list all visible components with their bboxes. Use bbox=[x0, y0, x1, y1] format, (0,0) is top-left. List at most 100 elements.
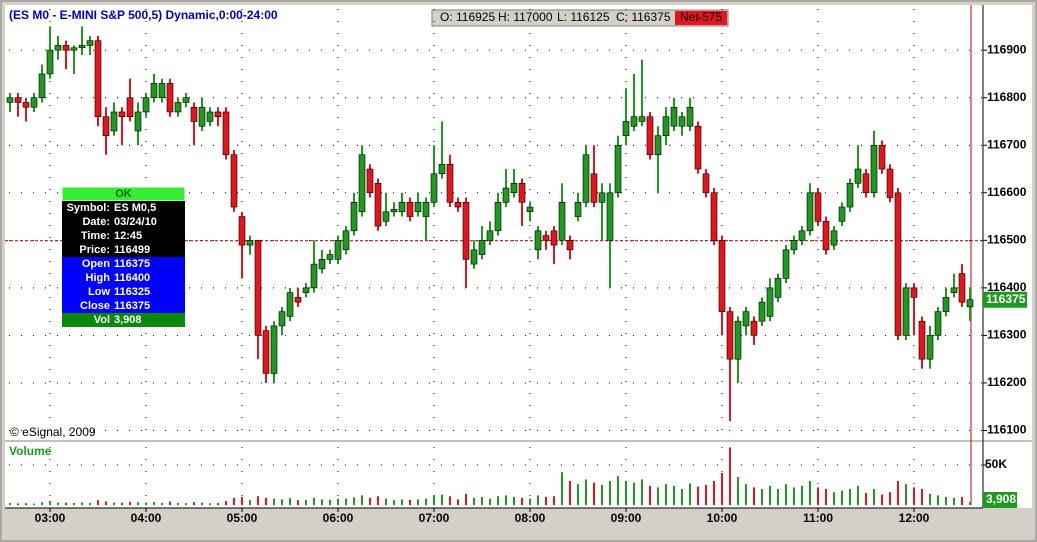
candle-body bbox=[350, 201, 358, 232]
volume-bar bbox=[385, 498, 387, 505]
data-window-row-bg bbox=[62, 271, 185, 285]
candle-body bbox=[110, 111, 118, 132]
candle-body bbox=[78, 45, 86, 49]
candle-body bbox=[174, 102, 182, 113]
volume-bar bbox=[73, 503, 75, 505]
volume-bar bbox=[41, 502, 43, 505]
candle-body bbox=[702, 173, 710, 194]
x-tick-label: 04:00 bbox=[131, 511, 162, 525]
candle-body bbox=[822, 221, 830, 251]
candle-body bbox=[958, 273, 966, 303]
candle-body bbox=[430, 173, 438, 203]
volume-bar bbox=[433, 495, 435, 505]
info-bar-bg bbox=[431, 9, 729, 27]
volume-bar bbox=[153, 501, 155, 505]
candle-body bbox=[622, 121, 630, 137]
candle-body bbox=[462, 201, 470, 260]
candle-body bbox=[902, 287, 910, 336]
candle-body bbox=[238, 216, 246, 246]
candle-body bbox=[678, 116, 686, 127]
candle-body bbox=[542, 235, 550, 241]
volume-bar bbox=[793, 487, 795, 505]
candle-body bbox=[950, 287, 958, 293]
candle-body bbox=[14, 97, 22, 103]
candle-body bbox=[638, 116, 646, 122]
volume-bar bbox=[393, 500, 395, 505]
candle-body bbox=[334, 240, 342, 260]
data-window-ok: OK bbox=[115, 188, 132, 200]
candle-body bbox=[422, 201, 430, 217]
candle-body bbox=[782, 249, 790, 279]
data-window-row-bg bbox=[62, 299, 185, 313]
volume-bar bbox=[177, 503, 179, 505]
volume-tick-label: 50K bbox=[985, 457, 1007, 471]
volume-bar bbox=[649, 485, 651, 505]
volume-bar bbox=[113, 502, 115, 505]
candle-body bbox=[598, 192, 606, 203]
y-tick-label: 116700 bbox=[987, 137, 1027, 151]
data-window-label: Time: bbox=[81, 230, 110, 242]
candle-body bbox=[62, 45, 70, 51]
candle-body bbox=[38, 73, 46, 99]
chart-title: (ES M0 - E-MINI S&P 500,5) Dynamic,0:00-… bbox=[9, 8, 278, 22]
candle-body bbox=[934, 311, 942, 336]
volume-bar bbox=[577, 484, 579, 505]
volume-bar bbox=[233, 497, 235, 505]
y-tick-label: 116500 bbox=[987, 232, 1027, 246]
volume-bar bbox=[89, 502, 91, 505]
candle-body bbox=[134, 111, 142, 132]
volume-bar bbox=[633, 482, 635, 505]
candle-body bbox=[886, 168, 894, 198]
candle-body bbox=[654, 135, 662, 156]
volume-bar bbox=[817, 487, 819, 505]
candle-body bbox=[750, 320, 758, 336]
y-tick-label: 116600 bbox=[987, 185, 1027, 199]
data-window-row-bg bbox=[62, 285, 185, 299]
candle-body bbox=[406, 201, 414, 217]
volume-bar bbox=[569, 481, 571, 505]
volume-bar bbox=[537, 495, 539, 505]
candle-body bbox=[278, 311, 286, 327]
volume-bar bbox=[129, 501, 131, 505]
candle-body bbox=[374, 182, 382, 227]
data-window-value: 116325 bbox=[114, 286, 150, 298]
data-window-label: Price: bbox=[79, 244, 110, 256]
volume-bar bbox=[257, 496, 259, 505]
candle-body bbox=[118, 111, 126, 118]
x-tick-label: 09:00 bbox=[611, 511, 642, 525]
x-tick-label: 05:00 bbox=[227, 511, 258, 525]
volume-bar bbox=[881, 494, 883, 505]
candle-body bbox=[214, 111, 222, 118]
y-tick-label: 116100 bbox=[987, 423, 1027, 437]
candle-body bbox=[310, 263, 318, 289]
candle-body bbox=[814, 192, 822, 222]
data-window-row-bg bbox=[62, 313, 185, 327]
y-tick-label: 116400 bbox=[987, 280, 1027, 294]
volume-bar bbox=[769, 485, 771, 505]
data-window-value: 3,908 bbox=[114, 314, 142, 326]
candle-body bbox=[718, 240, 726, 312]
candle-body bbox=[630, 116, 638, 127]
volume-bar bbox=[713, 481, 715, 505]
x-tick-label: 07:00 bbox=[419, 511, 450, 525]
data-window-label: Low bbox=[88, 286, 110, 298]
volume-bar bbox=[273, 498, 275, 505]
volume-bar bbox=[681, 489, 683, 505]
volume-bar bbox=[809, 481, 811, 505]
volume-bar bbox=[697, 486, 699, 505]
volume-bar bbox=[777, 489, 779, 505]
volume-bar bbox=[353, 497, 355, 505]
volume-bar bbox=[169, 501, 171, 505]
candle-body bbox=[286, 292, 294, 317]
y-tick-label: 116200 bbox=[987, 375, 1027, 389]
candle-body bbox=[318, 259, 326, 270]
volume-bar bbox=[553, 496, 555, 505]
info-open: O: 116925 bbox=[440, 10, 495, 24]
candle-body bbox=[494, 201, 502, 232]
data-window-label: High bbox=[86, 272, 111, 284]
data-window-row-bg bbox=[62, 243, 185, 257]
net-value: -575 bbox=[698, 10, 722, 24]
candle-body bbox=[222, 111, 230, 156]
volume-bar bbox=[665, 484, 667, 505]
candle-body bbox=[526, 206, 534, 213]
